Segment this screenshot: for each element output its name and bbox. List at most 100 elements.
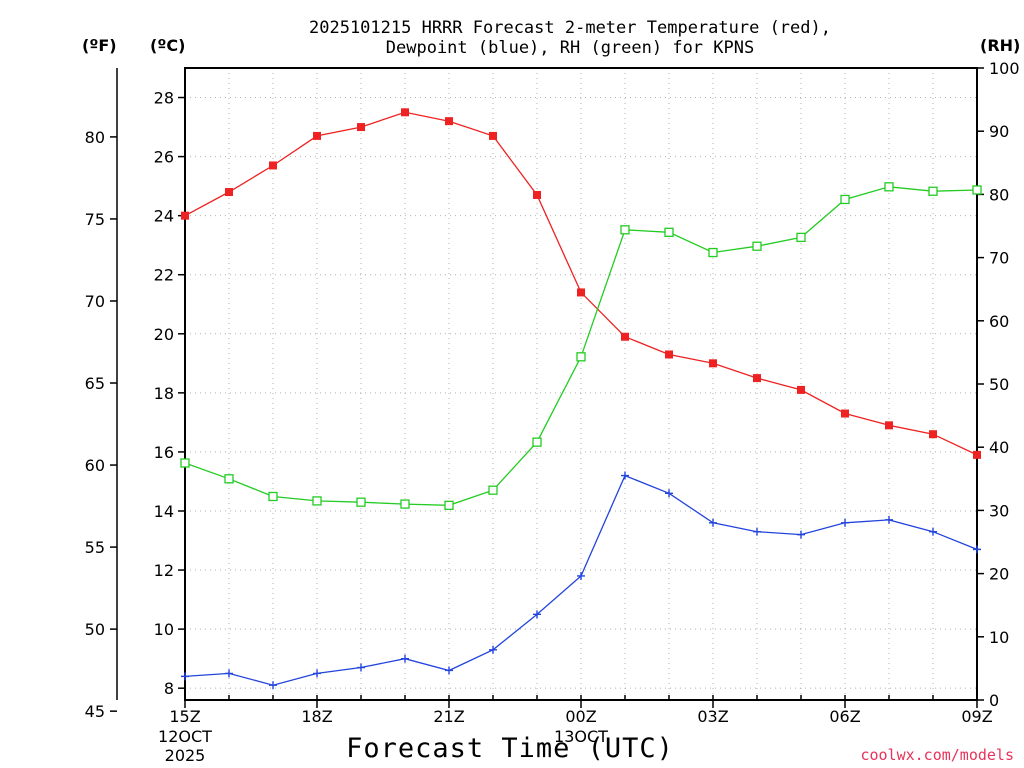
rh-point	[620, 225, 630, 235]
fahrenheit-tick-label: 50	[85, 620, 105, 639]
rh-point	[532, 437, 542, 447]
rh-tick-label: 100	[989, 59, 1020, 78]
x-tick-label: 15Z	[169, 707, 200, 726]
temperature-point	[929, 430, 937, 439]
dewpoint-point	[885, 515, 893, 524]
rh-tick-label: 10	[989, 628, 1009, 647]
temperature-point	[313, 131, 321, 140]
temperature-point	[797, 385, 805, 394]
celsius-tick-label: 14	[154, 502, 174, 521]
celsius-tick-label: 20	[154, 325, 174, 344]
temperature-point	[225, 188, 233, 197]
temperature-point	[181, 211, 189, 220]
temperature-point	[621, 332, 629, 341]
rh-point	[488, 485, 498, 495]
rh-point	[884, 182, 894, 192]
chart-title-line2: Dewpoint (blue), RH (green) for KPNS	[385, 38, 755, 58]
fahrenheit-tick-label: 45	[85, 702, 105, 721]
rh-point	[224, 474, 234, 484]
rh-point	[312, 496, 322, 506]
temperature-point	[269, 161, 277, 170]
x-tick-label: 18Z	[301, 707, 332, 726]
dewpoint-point	[841, 518, 849, 527]
rh-point	[576, 352, 586, 362]
rh-tick-label: 40	[989, 438, 1009, 457]
celsius-tick-label: 16	[154, 443, 174, 462]
x-axis-title: Forecast Time (UTC)	[346, 733, 674, 764]
x-tick-label: 09Z	[961, 707, 992, 726]
temperature-point	[489, 131, 497, 140]
dewpoint-point	[797, 530, 805, 539]
temperature-point	[533, 190, 541, 199]
dewpoint-point	[621, 471, 629, 480]
rh-point	[972, 185, 982, 195]
rh-tick-label: 80	[989, 185, 1009, 204]
dewpoint-point	[929, 527, 937, 536]
x-tick-label: 06Z	[829, 707, 860, 726]
x-tick-date-label: 13OCT	[554, 727, 608, 746]
celsius-unit-label: (ºC)	[150, 36, 186, 55]
rh-series	[180, 182, 982, 510]
celsius-tick-label: 24	[154, 207, 174, 226]
celsius-tick-label: 22	[154, 266, 174, 285]
rh-point	[444, 500, 454, 510]
dewpoint-point	[357, 663, 365, 672]
temperature-point	[753, 374, 761, 383]
x-tick-date-label: 12OCT	[158, 727, 212, 746]
x-tick-label: 03Z	[697, 707, 728, 726]
dewpoint-point	[489, 645, 497, 654]
rh-tick-label: 0	[989, 691, 999, 710]
rh-line	[184, 186, 978, 506]
fahrenheit-tick-label: 65	[85, 374, 105, 393]
rh-point	[356, 497, 366, 507]
dewpoint-point	[577, 571, 585, 580]
dewpoint-point	[753, 527, 761, 536]
rh-point	[664, 227, 674, 237]
rh-tick-label: 50	[989, 375, 1009, 394]
rh-tick-label: 30	[989, 501, 1009, 520]
rh-point	[268, 491, 278, 502]
rh-tick-label: 90	[989, 122, 1009, 141]
temperature-point	[973, 450, 981, 459]
dewpoint-point	[533, 610, 541, 619]
fahrenheit-tick-label: 70	[85, 292, 105, 311]
temperature-point	[445, 117, 453, 126]
x-tick-label: 21Z	[433, 707, 464, 726]
dewpoint-point	[225, 669, 233, 678]
dewpoint-point	[269, 681, 277, 690]
rh-unit-label: (RH)	[980, 36, 1021, 55]
dewpoint-point	[445, 666, 453, 675]
celsius-tick-label: 12	[154, 561, 174, 580]
fahrenheit-tick-label: 80	[85, 128, 105, 147]
dewpoint-point	[401, 654, 409, 663]
rh-tick-label: 60	[989, 312, 1009, 331]
x-tick-label: 00Z	[565, 707, 596, 726]
rh-point	[928, 186, 938, 196]
rh-point	[400, 499, 410, 509]
celsius-tick-label: 10	[154, 620, 174, 639]
rh-point	[840, 194, 850, 205]
temperature-point	[357, 123, 365, 132]
rh-tick-label: 20	[989, 565, 1009, 584]
temperature-point	[709, 359, 717, 368]
temperature-point	[841, 409, 849, 418]
temperature-point	[577, 288, 585, 297]
dewpoint-point	[181, 672, 189, 681]
temperature-point	[401, 108, 409, 117]
temperature-point	[885, 421, 893, 430]
rh-point	[752, 241, 762, 251]
celsius-tick-label: 18	[154, 384, 174, 403]
dewpoint-series	[181, 471, 981, 690]
chart-title-line1: 2025101215 HRRR Forecast 2-meter Tempera…	[309, 18, 831, 38]
fahrenheit-tick-label: 75	[85, 210, 105, 229]
credit-text: coolwx.com/models	[860, 746, 1014, 764]
grid	[185, 68, 977, 700]
rh-point	[180, 458, 190, 468]
fahrenheit-tick-label: 60	[85, 456, 105, 475]
celsius-tick-label: 8	[164, 679, 174, 698]
rh-point	[708, 247, 718, 258]
x-tick-year-label: 2025	[165, 746, 206, 765]
rh-point	[796, 232, 806, 243]
celsius-tick-label: 26	[154, 148, 174, 167]
